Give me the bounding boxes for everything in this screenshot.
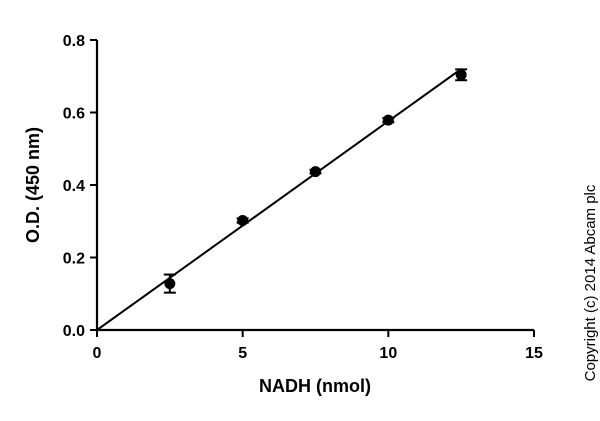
fit-line	[96, 68, 462, 331]
data-points	[164, 69, 467, 290]
x-tick-label: 5	[238, 345, 247, 362]
y-tick-label: 0.0	[63, 323, 85, 340]
data-point	[164, 278, 176, 290]
x-tick-label: 0	[93, 345, 102, 362]
y-tick-label: 0.6	[63, 106, 85, 123]
data-point	[455, 69, 467, 81]
axes	[95, 40, 534, 332]
y-tick-label: 0.2	[63, 251, 85, 268]
y-ticks: 0.0 0.2 0.4 0.6 0.8	[63, 33, 97, 340]
data-point	[310, 166, 321, 178]
x-ticks: 0 5 10 15	[93, 330, 543, 362]
y-tick-label: 0.4	[63, 178, 85, 195]
fit-line-group	[96, 68, 462, 331]
y-tick-label: 0.8	[63, 33, 85, 50]
data-point	[237, 215, 249, 227]
error-bars	[163, 68, 468, 294]
data-point	[382, 114, 394, 126]
copyright-notice: Copyright (c) 2014 Abcam plc	[582, 184, 599, 381]
x-tick-label: 15	[525, 345, 543, 362]
x-tick-label: 10	[379, 345, 397, 362]
y-axis-title: O.D. (450 nm)	[23, 127, 43, 243]
x-axis-title: NADH (nmol)	[259, 376, 371, 396]
